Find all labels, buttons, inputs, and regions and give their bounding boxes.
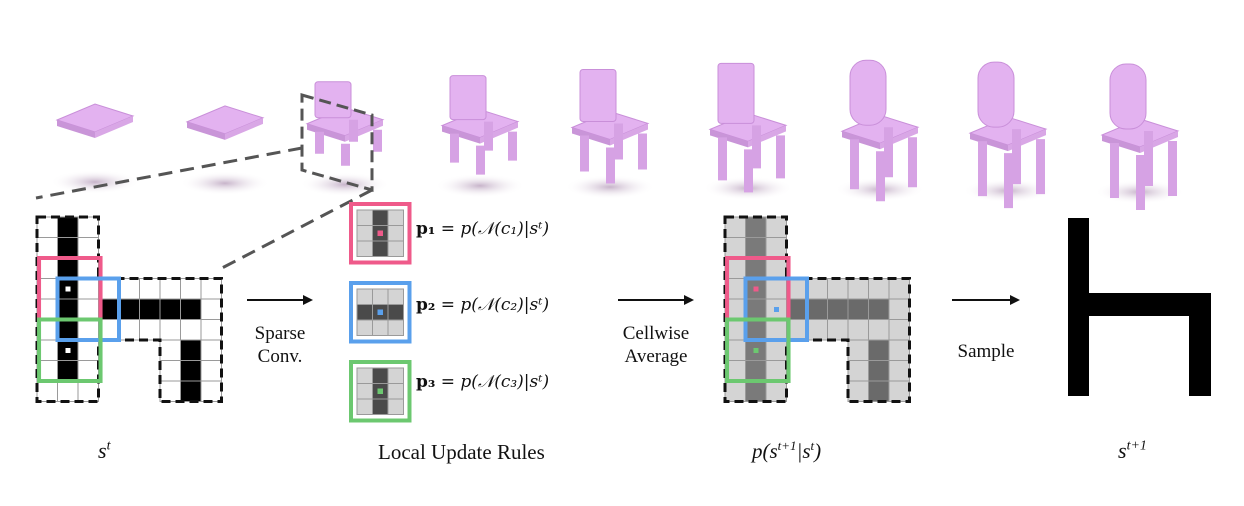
chair-step-7: [835, 59, 925, 202]
chair-sequence: [50, 59, 1185, 210]
prob-center-1: [753, 286, 759, 292]
equation-1: p₁ = p(𝒩(c₁)|sᵗ): [416, 219, 550, 239]
prob-center-3: [753, 348, 759, 353]
zoom-line-left: [35, 146, 303, 200]
chair-step-2: [180, 105, 270, 196]
sampled-state-shape: [1068, 218, 1211, 396]
center-cell-1: [65, 286, 71, 292]
equation-3: p₃ = p(𝒩(c₃)|sᵗ): [416, 372, 550, 392]
center-cell-2: [86, 307, 91, 312]
chair-step-8: [963, 61, 1053, 209]
neighborhood-box-2: [55, 276, 121, 342]
chair-step-6: [703, 62, 793, 201]
local-update-rules-label: Local Update Rules: [378, 440, 545, 464]
prob-box-3: [725, 317, 791, 383]
sparse-conv-label: Sparse Conv.: [254, 323, 306, 367]
state-t-grid: [35, 215, 223, 403]
state-t1-label: st+1: [1118, 438, 1147, 463]
equation-2: p₂ = p(𝒩(c₂)|sᵗ): [416, 295, 550, 315]
sample-label: Sample: [957, 341, 1015, 362]
chair-step-9: [1095, 63, 1185, 210]
local-update-kernels: [349, 202, 412, 423]
prob-center-2: [774, 307, 779, 312]
probability-grid: [723, 215, 911, 403]
kernel-1: [349, 202, 412, 265]
flow-arrows: [247, 295, 1020, 305]
chair-step-4: [435, 75, 525, 198]
zoom-line-right: [221, 188, 373, 270]
chair-step-1: [50, 103, 140, 194]
prob-box-2: [743, 276, 809, 342]
kernel-2: [349, 281, 412, 344]
zoom-lines: [35, 93, 374, 270]
state-t-label: st: [98, 438, 111, 463]
chair-step-3: [300, 81, 390, 197]
cellwise-average-label: Cellwise Average: [622, 323, 690, 367]
center-cell-3: [65, 348, 71, 353]
prob-label: p(st+1|st): [752, 438, 822, 463]
chair-step-5: [565, 69, 655, 199]
neighborhood-box-3: [37, 317, 103, 383]
kernel-3: [349, 360, 412, 423]
